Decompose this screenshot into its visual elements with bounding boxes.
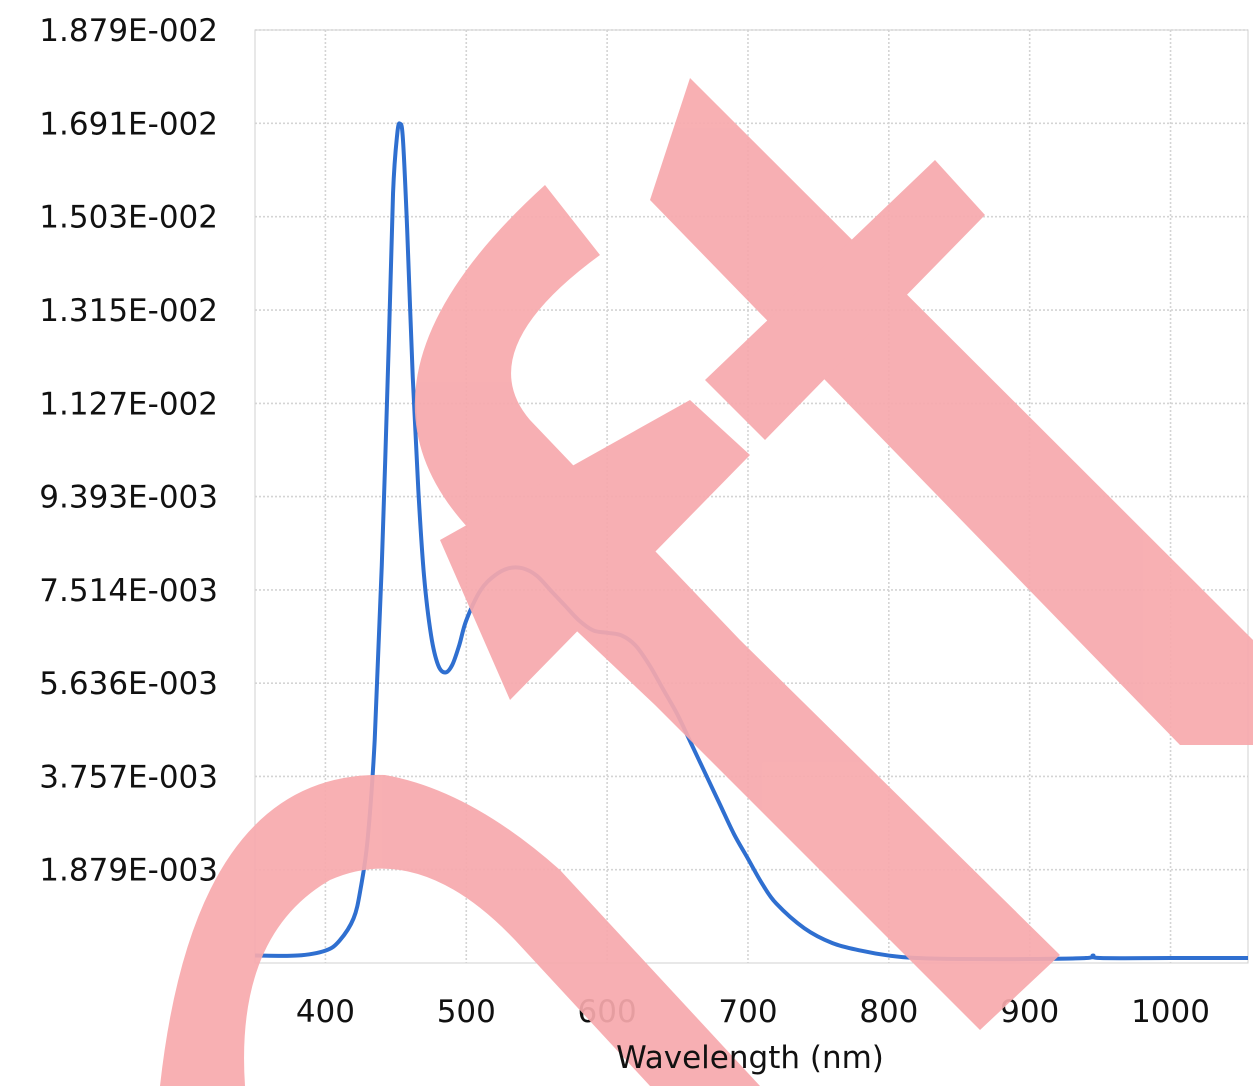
x-tick-label: 700 — [718, 994, 777, 1030]
y-tick-label: 5.636E-003 — [39, 666, 218, 702]
watermark-stroke — [650, 78, 1253, 745]
x-tick-label: 400 — [296, 994, 355, 1030]
x-tick-label: 500 — [437, 994, 496, 1030]
y-tick-label: 1.691E-002 — [39, 106, 218, 142]
y-tick-label: 1.127E-002 — [39, 386, 218, 422]
x-axis-title: Wavelength (nm) — [616, 1040, 884, 1076]
y-tick-label: 1.879E-003 — [39, 853, 218, 889]
y-tick-label: 3.757E-003 — [39, 759, 218, 795]
x-tick-label: 1000 — [1131, 994, 1210, 1030]
x-tick-label: 800 — [859, 994, 918, 1030]
watermark-stroke — [705, 160, 985, 440]
y-tick-label: 1.879E-002 — [39, 13, 218, 49]
y-tick-label: 9.393E-003 — [39, 480, 218, 516]
watermark-stroke — [160, 774, 760, 1086]
x-axis: 4005006007008009001000 — [296, 994, 1210, 1030]
y-tick-label: 1.503E-002 — [39, 200, 218, 236]
watermark-stroke — [440, 400, 750, 700]
watermark-stroke — [414, 185, 1061, 1030]
watermark — [160, 78, 1253, 1086]
y-tick-label: 1.315E-002 — [39, 293, 218, 329]
y-axis: 1.879E-003 3.757E-003 5.636E-003 7.514E-003… — [39, 13, 218, 889]
y-tick-label: 7.514E-003 — [39, 573, 218, 609]
